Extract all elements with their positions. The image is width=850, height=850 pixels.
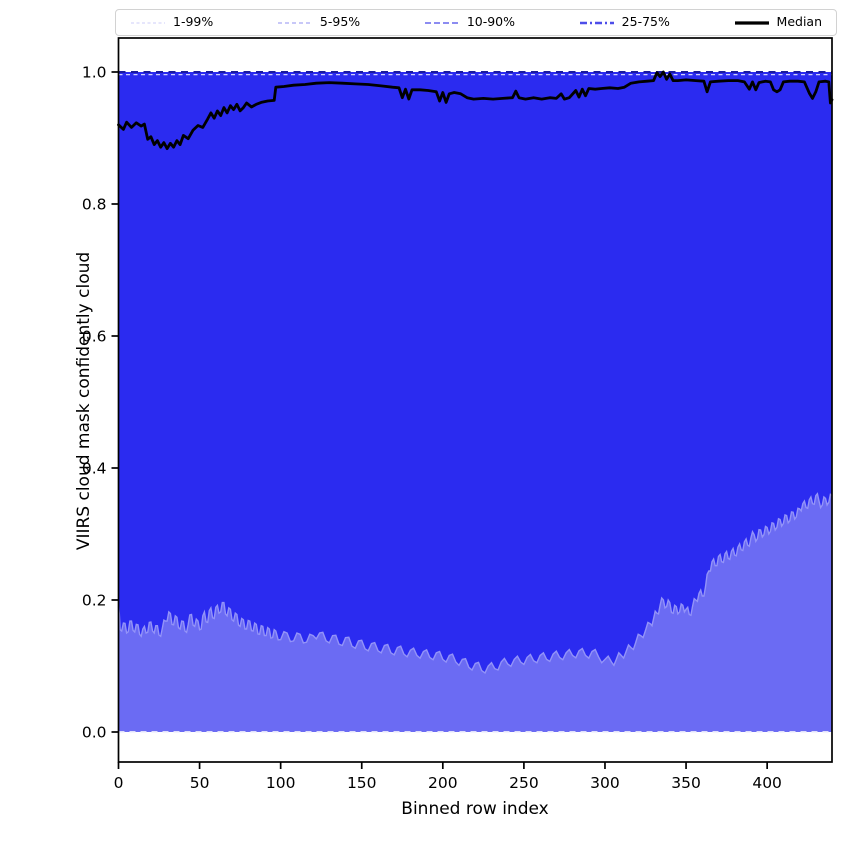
x-tick-label: 300 [590, 774, 620, 792]
legend-item-median[interactable]: Median [734, 16, 822, 29]
legend-label: 25-75% [621, 14, 670, 30]
x-tick-label: 50 [190, 774, 210, 792]
y-tick-label: 0.2 [82, 592, 107, 610]
legend: 1-99% 5-95% 10-90% 25-75% Median [115, 9, 837, 36]
y-tick-label: 1.0 [82, 64, 107, 82]
y-tick-label: 0.6 [82, 328, 107, 346]
y-tick-label: 0.0 [82, 724, 107, 742]
median-line [117, 70, 834, 151]
legend-line-sample-icon [424, 21, 459, 24]
legend-line-sample-icon [734, 20, 769, 25]
band-inner-fill [118, 72, 832, 673]
y-tick-label: 0.4 [82, 460, 107, 478]
x-tick-label: 100 [266, 774, 296, 792]
legend-line-sample-icon [579, 21, 614, 24]
y-axis-label: VIIRS cloud mask confidently cloud [74, 251, 94, 551]
legend-label: 1-99% [173, 14, 214, 30]
legend-line-sample-icon [131, 21, 165, 24]
x-tick-label: 0 [114, 774, 124, 792]
legend-item-1-99-[interactable]: 1-99% [130, 16, 213, 29]
x-tick-label: 400 [752, 774, 782, 792]
axes-spines [117, 37, 833, 763]
x-tick-label: 350 [671, 774, 701, 792]
legend-item-10-90-[interactable]: 10-90% [424, 16, 515, 29]
y-tick-label: 0.8 [82, 196, 107, 214]
q25-boundary-line [117, 492, 833, 674]
legend-line-sample-icon [277, 21, 312, 24]
x-tick-label: 200 [428, 774, 458, 792]
legend-label: 5-95% [319, 14, 361, 30]
x-axis-label: Binned row index [401, 799, 549, 819]
legend-item-25-75-[interactable]: 25-75% [579, 16, 670, 29]
x-tick-label: 250 [509, 774, 539, 792]
legend-label: Median [776, 14, 822, 30]
x-tick-label: 150 [347, 774, 377, 792]
legend-item-5-95-[interactable]: 5-95% [277, 16, 360, 29]
legend-label: 10-90% [466, 14, 516, 30]
